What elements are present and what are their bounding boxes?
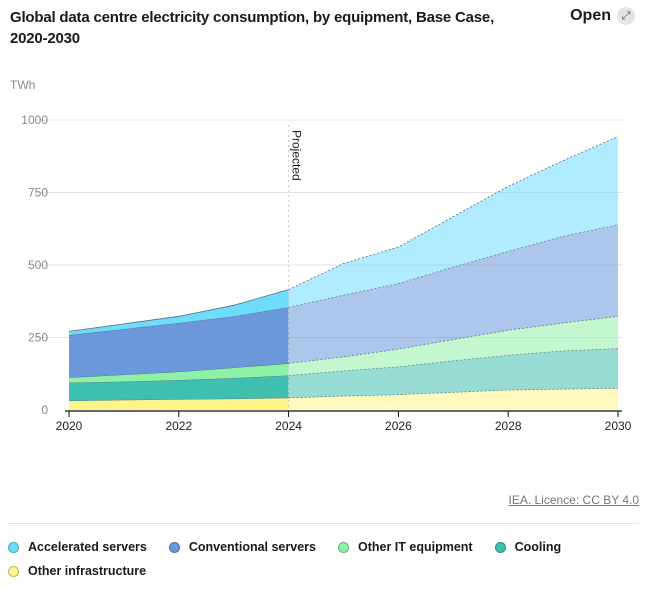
x-tick-label: 2026 [385,419,412,433]
y-tick-label: 750 [28,186,48,200]
divider [8,523,639,524]
legend-item[interactable]: Cooling [494,540,562,554]
legend-swatch [494,541,506,553]
open-label: Open [570,7,611,24]
area-projected-2 [288,316,618,376]
legend-item[interactable]: Other IT equipment [337,540,473,554]
area-projected-4 [288,136,618,308]
legend-item[interactable]: Conventional servers [168,540,316,554]
legend-item[interactable]: Other infrastructure [8,564,146,578]
expand-icon: ⤢ [617,7,635,25]
area-historical-3 [69,307,289,378]
y-axis-unit: TWh [10,78,36,92]
area-historical-4 [69,289,289,336]
x-tick-label: 2020 [56,419,83,433]
projected-label: Projected [290,130,304,181]
area-historical-4-line [68,289,289,332]
area-historical-0 [69,397,289,410]
area-projected-4-line [288,136,619,291]
area-projected-1 [288,348,618,398]
legend-label: Other IT equipment [357,540,473,554]
legend-swatch [168,541,180,553]
y-tick-label: 1000 [21,113,48,127]
legend-label: Other infrastructure [28,564,147,578]
legend-swatch [337,541,349,553]
x-tick-label: 2030 [605,419,632,433]
legend-label: Accelerated servers [28,540,147,554]
area-projected-3 [288,224,618,364]
open-button[interactable]: Open ⤢ [570,7,635,25]
legend-swatch [8,565,19,577]
x-tick-label: 2024 [275,419,302,433]
licence-link[interactable]: IEA. Licence: CC BY 4.0 [508,493,639,507]
x-tick-label: 2028 [495,419,522,433]
x-tick-label: 2022 [165,419,192,433]
legend-swatch [8,541,19,553]
y-tick-label: 500 [28,258,48,272]
legend-label: Conventional servers [188,540,316,554]
legend-label: Cooling [514,540,562,554]
y-tick-label: 250 [28,331,48,345]
area-chart: 0 250 500 750 1000 Projected 2020 2022 2024 2026 2… [21,113,632,433]
area-projected-0 [288,388,618,410]
area-historical-2 [69,363,289,383]
legend: Accelerated servers Conventional servers O… [8,540,608,578]
legend-item[interactable]: Accelerated servers [8,540,147,554]
y-tick-label: 0 [41,403,48,417]
chart-title: Global data centre electricity consumpti… [10,9,495,47]
